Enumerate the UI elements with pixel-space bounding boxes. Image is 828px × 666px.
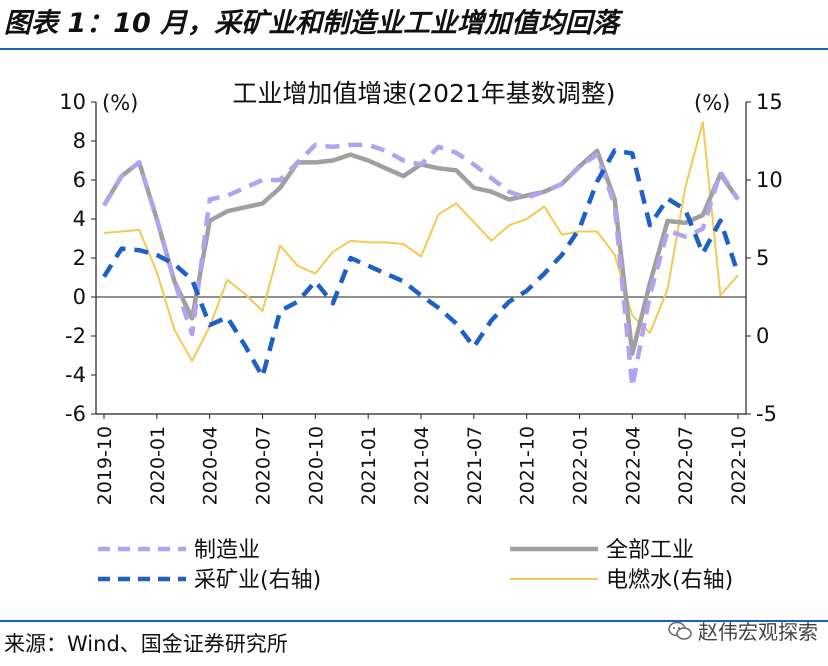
left-tick-label: 4 bbox=[73, 207, 86, 231]
x-tick-label: 2019-10 bbox=[94, 426, 116, 505]
x-tick-label: 2022-01 bbox=[570, 426, 592, 505]
source-note: 来源：Wind、国金证券研究所 bbox=[4, 632, 288, 656]
right-tick-label: 10 bbox=[756, 168, 783, 192]
series-line-mining bbox=[102, 148, 741, 379]
figure-title: 图表 1：10 月，采矿业和制造业工业增加值均回落 bbox=[4, 8, 620, 39]
x-tick-label: 2021-01 bbox=[358, 426, 380, 505]
left-tick-label: 0 bbox=[73, 285, 86, 309]
x-tick-label: 2022-10 bbox=[728, 426, 750, 505]
x-tick-label: 2021-10 bbox=[517, 426, 539, 505]
left-tick-label: -6 bbox=[65, 402, 86, 426]
legend-label-utilities: 电燃水(右轴) bbox=[606, 568, 733, 593]
x-tick-label: 2022-07 bbox=[675, 426, 697, 505]
axes: 10 8 6 4 2 0 -2 -4 -6 15 10 5 0 -5 2019-10 2020-01 2020-… bbox=[59, 90, 782, 505]
right-tick-label: 15 bbox=[756, 90, 783, 114]
left-tick-label: 2 bbox=[73, 246, 86, 270]
right-tick-label: 0 bbox=[756, 324, 769, 348]
left-tick-label: -2 bbox=[65, 324, 86, 348]
x-tick-label: 2020-07 bbox=[253, 426, 275, 505]
footer-rule bbox=[0, 620, 828, 622]
watermark: 赵伟宏观探索 bbox=[668, 616, 818, 645]
x-tick-label: 2021-07 bbox=[464, 426, 486, 505]
legend-label-manufacturing: 制造业 bbox=[194, 538, 260, 563]
x-tick-label: 2020-04 bbox=[200, 426, 222, 505]
left-tick-label: 6 bbox=[73, 168, 86, 192]
right-tick-label: 5 bbox=[756, 246, 769, 270]
series-line-manufacturing bbox=[102, 142, 740, 389]
chart: 工业增加值增速(2021年基数调整) (%) (%) 10 8 6 4 2 0 -2 -4 -6… bbox=[59, 79, 782, 593]
left-tick-label: 10 bbox=[59, 90, 86, 114]
left-tick-label: -4 bbox=[65, 363, 86, 387]
left-tick-label: 8 bbox=[73, 129, 86, 153]
watermark-text: 赵伟宏观探索 bbox=[698, 620, 818, 644]
x-tick-label: 2020-01 bbox=[147, 426, 169, 505]
legend-label-all-industry: 全部工业 bbox=[606, 538, 694, 563]
right-tick-label: -5 bbox=[756, 402, 777, 426]
x-tick-label: 2022-04 bbox=[622, 426, 644, 505]
wechat-icon bbox=[668, 621, 692, 640]
right-axis-unit: (%) bbox=[694, 91, 730, 115]
x-tick-label: 2020-10 bbox=[305, 426, 327, 505]
x-tick-label: 2021-04 bbox=[411, 426, 433, 505]
title-rule bbox=[0, 48, 828, 50]
series-layer bbox=[102, 121, 741, 389]
legend-label-mining: 采矿业(右轴) bbox=[194, 568, 321, 593]
left-axis-unit: (%) bbox=[102, 91, 138, 115]
chart-title: 工业增加值增速(2021年基数调整) bbox=[232, 79, 615, 108]
